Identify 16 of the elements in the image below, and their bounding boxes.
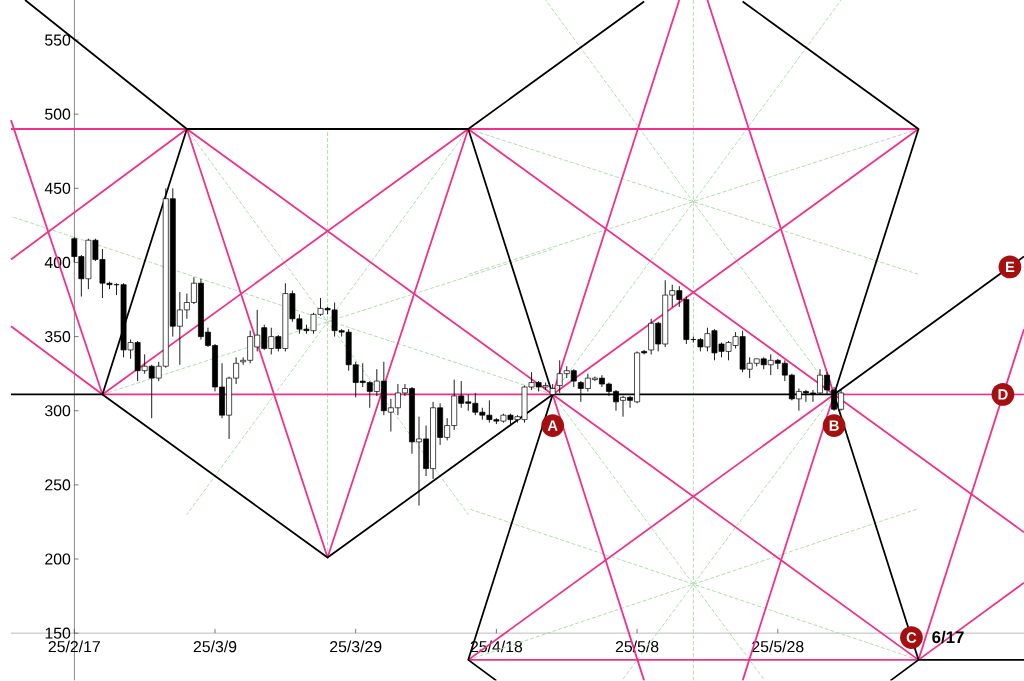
y-tick-label: 500 [45, 108, 71, 120]
annotation: C [906, 632, 917, 644]
y-tick-label: 350 [45, 331, 71, 343]
annotation: A [547, 420, 558, 431]
x-tick-label: 25/3/9 [193, 640, 237, 653]
y-tick-label: 200 [45, 553, 71, 565]
x-tick-label: 25/3/29 [330, 640, 382, 653]
y-tick-label: 300 [45, 405, 71, 417]
x-tick-label: 25/2/17 [48, 640, 100, 653]
annotation: E [1005, 261, 1015, 273]
y-tick-label: 450 [44, 182, 71, 195]
y-tick-label: 250 [45, 479, 71, 491]
annotation: B [829, 420, 839, 431]
y-tick-label: 550 [45, 34, 71, 46]
y-tick-label: 150 [45, 627, 71, 639]
annotation: D [998, 389, 1008, 400]
